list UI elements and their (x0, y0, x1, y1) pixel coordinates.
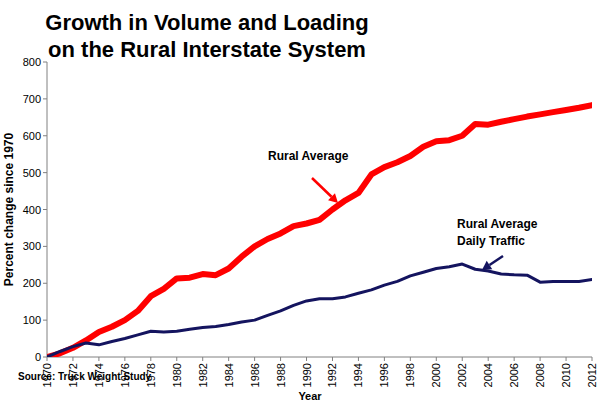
x-tick (514, 357, 515, 361)
y-tick (43, 209, 47, 210)
x-tick-label: 2002 (456, 363, 468, 387)
x-tick-label: 1990 (301, 363, 313, 387)
x-tick (410, 357, 411, 361)
x-tick-label: 1998 (404, 363, 416, 387)
x-tick-label: 2012 (586, 363, 598, 387)
y-tick-label: 100 (23, 314, 41, 326)
y-tick (43, 357, 47, 358)
annotation: Rural Average (268, 149, 349, 163)
x-tick (254, 357, 255, 361)
annotation-arrow (489, 256, 503, 265)
x-tick-label: 1980 (171, 363, 183, 387)
title: Growth in Volume and Loadingon the Rural… (45, 10, 368, 62)
x-tick (384, 357, 385, 361)
x-axis-label: Year (298, 390, 322, 402)
y-tick-label: 200 (23, 277, 41, 289)
y-tick (43, 320, 47, 321)
y-tick (43, 283, 47, 284)
y-tick-label: 500 (23, 167, 41, 179)
x-tick-label: 1984 (223, 363, 235, 387)
x-tick (332, 357, 333, 361)
x-tick (540, 357, 541, 361)
x-tick (98, 357, 99, 361)
y-tick (43, 62, 47, 63)
x-tick (280, 357, 281, 361)
x-tick-label: 2006 (508, 363, 520, 387)
source: Source: Truck Weight Study (18, 371, 152, 382)
y-tick (43, 172, 47, 173)
x-tick (488, 357, 489, 361)
x-tick (462, 357, 463, 361)
x-tick-label: 2010 (560, 363, 572, 387)
annotation: Rural Average Daily Traffic (457, 217, 538, 248)
plot-area (47, 105, 592, 357)
x-tick (306, 357, 307, 361)
x-tick-label: 1996 (378, 363, 390, 387)
y-tick-label: 600 (23, 130, 41, 142)
y-tick-label: 300 (23, 240, 41, 252)
x-tick (124, 357, 125, 361)
x-tick (150, 357, 151, 361)
x-tick-label: 2000 (430, 363, 442, 387)
x-tick (202, 357, 203, 361)
x-tick-label: 2004 (482, 363, 494, 387)
y-tick (43, 98, 47, 99)
series-line (47, 105, 592, 357)
annotation-line: Rural Average (457, 217, 538, 231)
x-tick (436, 357, 437, 361)
x-tick-label: 1982 (197, 363, 209, 387)
y-tick-label: 700 (23, 93, 41, 105)
x-tick-label: 1992 (326, 363, 338, 387)
annotation-arrow (312, 178, 332, 197)
series-line (47, 264, 592, 357)
chart: Growth in Volume and Loadingon the Rural… (0, 0, 600, 408)
x-tick (176, 357, 177, 361)
x-axis (47, 357, 592, 358)
annotation-line: Rural Average (268, 149, 349, 163)
y-axis-label: Percent change since 1970 (2, 132, 16, 286)
x-tick (358, 357, 359, 361)
y-tick-label: 400 (23, 204, 41, 216)
x-tick-label: 1988 (275, 363, 287, 387)
annotation-arrowhead (328, 193, 338, 203)
title-line: on the Rural Interstate System (48, 37, 366, 62)
y-tick (43, 246, 47, 247)
x-tick (72, 357, 73, 361)
x-tick (47, 357, 48, 361)
x-tick-label: 2008 (534, 363, 546, 387)
x-tick (566, 357, 567, 361)
y-tick-label: 800 (23, 56, 41, 68)
y-tick (43, 135, 47, 136)
annotation-line: Daily Traffic (457, 234, 525, 248)
title-line: Growth in Volume and Loading (45, 10, 368, 35)
x-tick-label: 1986 (249, 363, 261, 387)
x-tick-label: 1994 (352, 363, 364, 387)
y-tick-label: 0 (35, 351, 41, 363)
x-tick (592, 357, 593, 361)
x-tick (228, 357, 229, 361)
annotation-arrowhead (482, 261, 492, 270)
